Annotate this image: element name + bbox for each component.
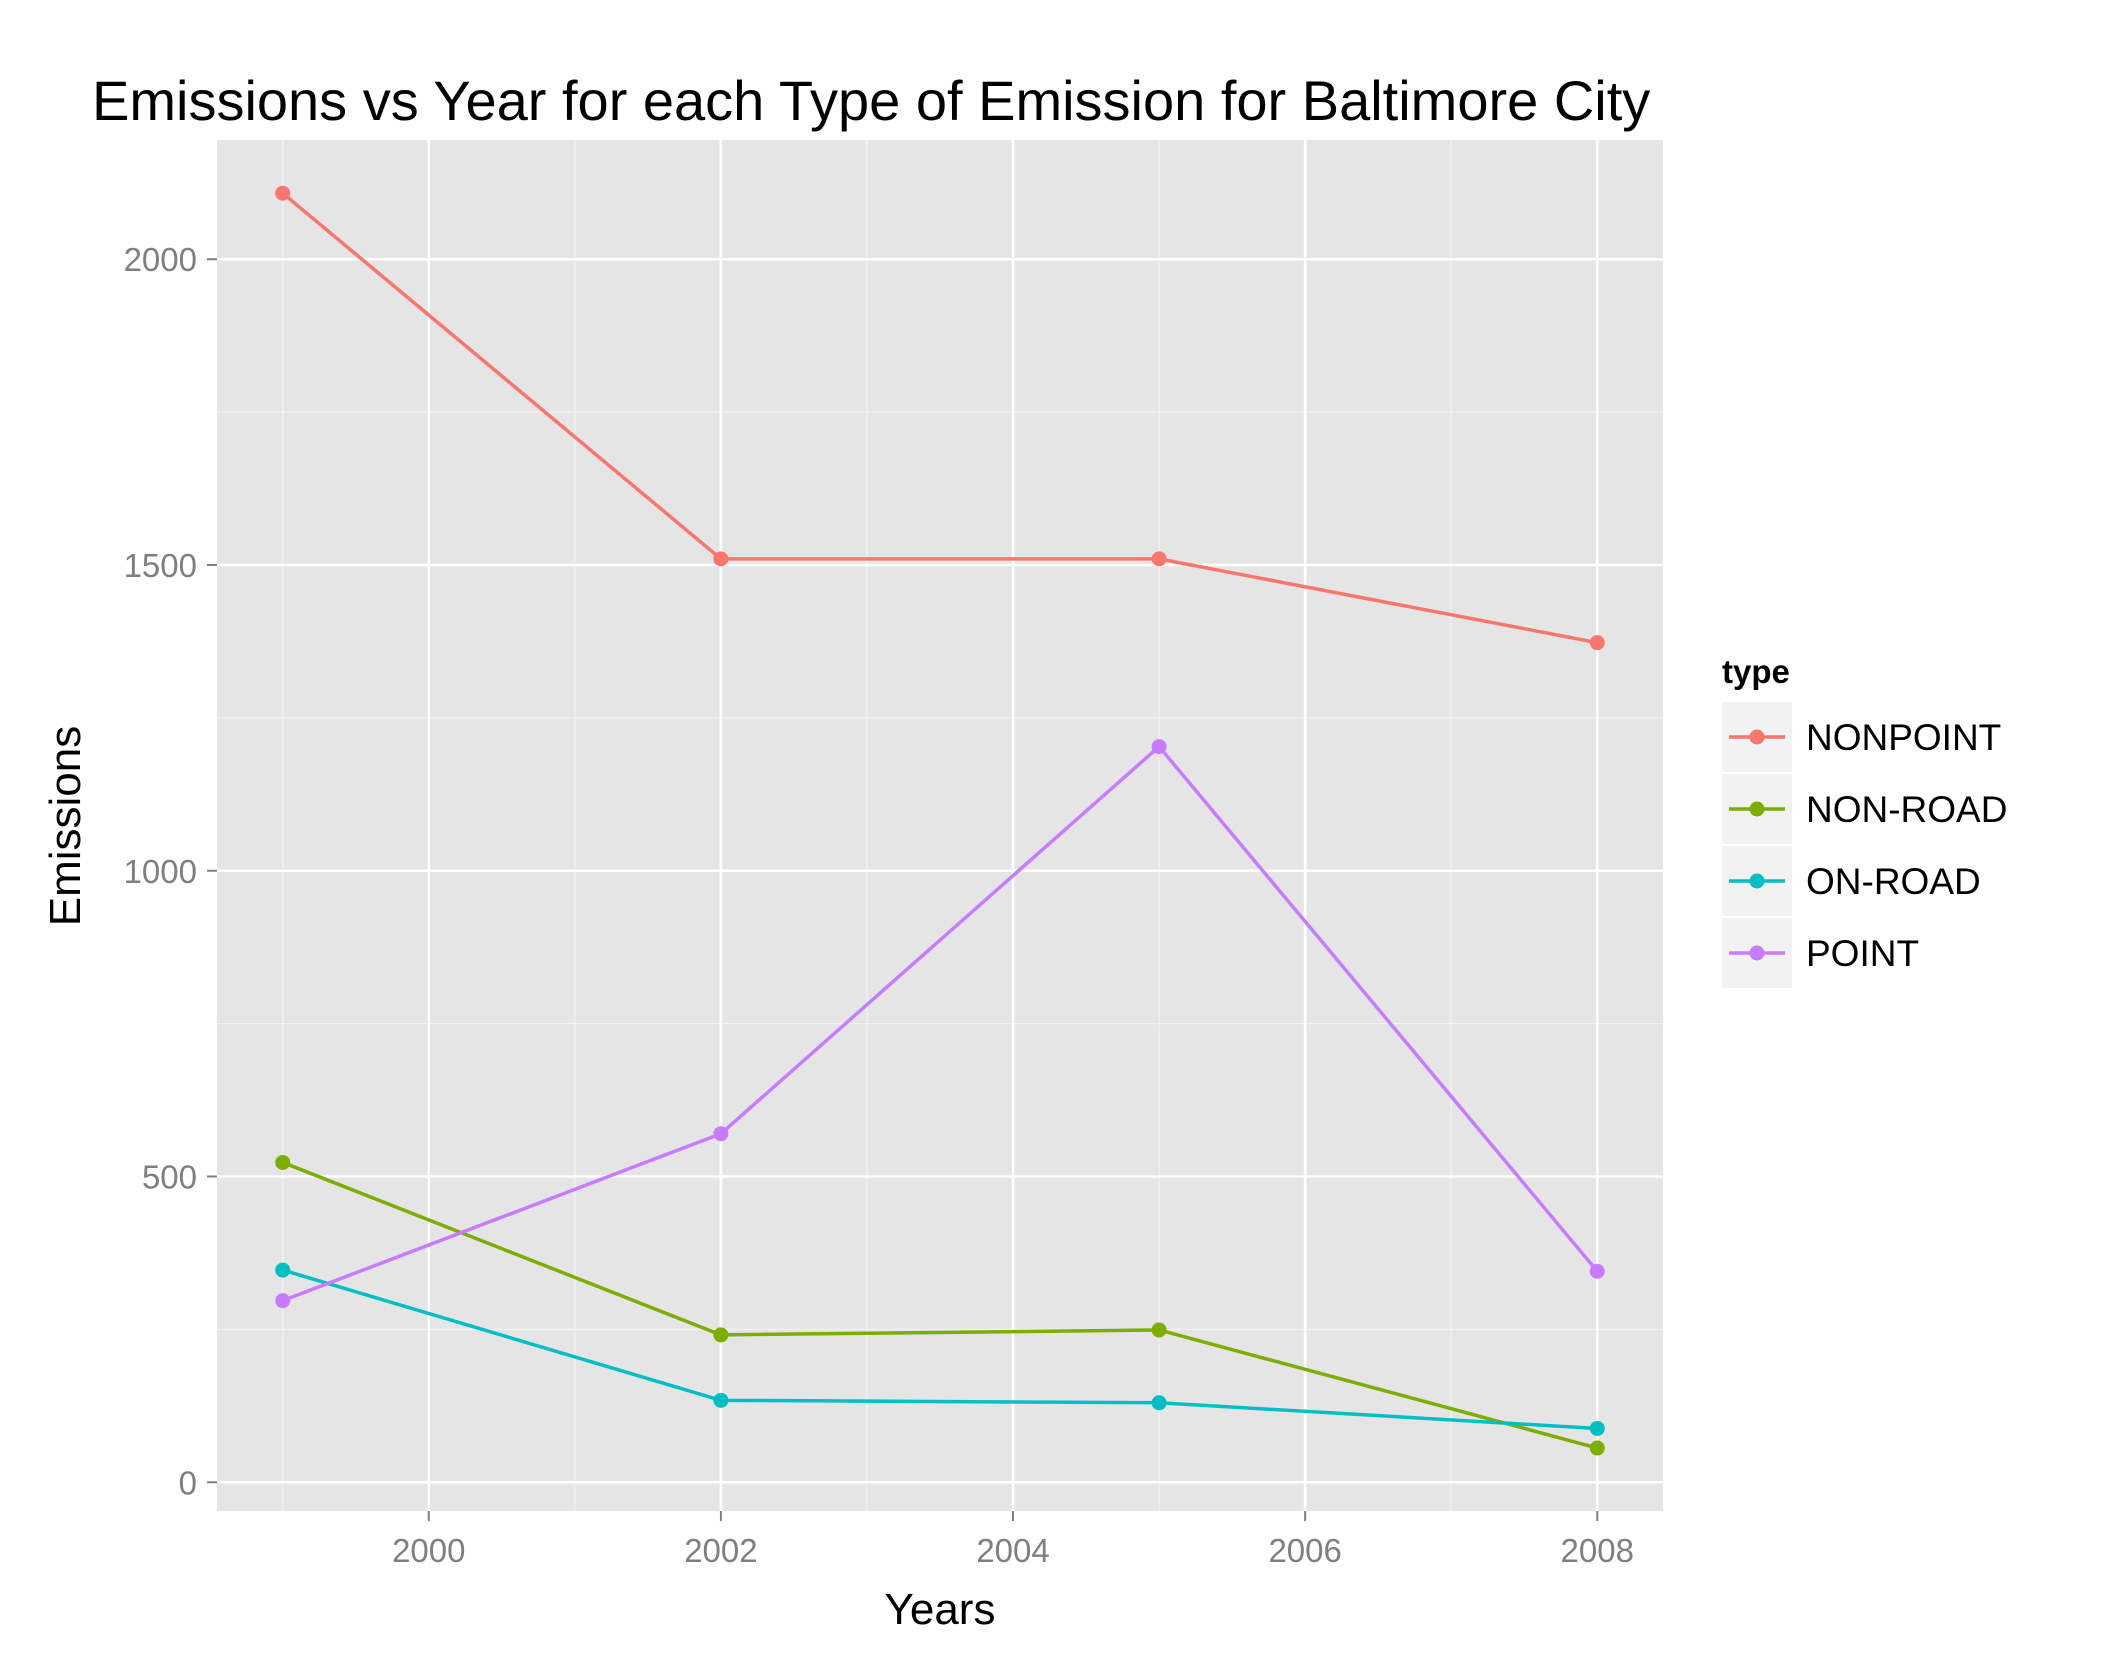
- x-axis: 2000 2002 2004 2006 2008: [392, 1511, 1634, 1569]
- x-tick-label: 2002: [684, 1532, 757, 1569]
- series-non-road: [275, 1154, 1605, 1456]
- data-point-on-road: [1151, 1395, 1167, 1411]
- x-axis-title: Years: [885, 1585, 996, 1634]
- y-tick-label: 500: [142, 1159, 197, 1196]
- x-tick-label: 2000: [392, 1532, 465, 1569]
- y-tick-label: 2000: [124, 241, 197, 278]
- series-line-nonpoint: [281, 191, 1598, 645]
- data-point-on-road: [275, 1262, 291, 1278]
- y-tick-label: 1500: [124, 547, 197, 584]
- legend: type NONPOINT NON-ROAD ON-ROAD POINT: [1722, 653, 2007, 988]
- data-point-point: [1589, 1263, 1605, 1279]
- plot-panel: [217, 140, 1663, 1511]
- legend-item-non-road: NON-ROAD: [1722, 774, 2007, 844]
- data-point-nonpoint: [1589, 635, 1605, 651]
- data-point-on-road: [713, 1392, 729, 1408]
- series-layer: [275, 185, 1605, 1456]
- data-point-non-road: [275, 1154, 291, 1170]
- series-line-on-road: [282, 1268, 1598, 1431]
- legend-item-point: POINT: [1722, 918, 1919, 988]
- chart-title: Emissions vs Year for each Type of Emiss…: [92, 69, 1650, 132]
- series-point: [275, 739, 1605, 1309]
- data-point-non-road: [713, 1327, 729, 1343]
- legend-label-non-road: NON-ROAD: [1806, 789, 2007, 830]
- data-point-point: [1151, 739, 1167, 755]
- data-point-on-road: [1589, 1420, 1605, 1436]
- legend-key-point-point: [1749, 945, 1765, 961]
- legend-items: NONPOINT NON-ROAD ON-ROAD POINT: [1722, 702, 2007, 988]
- data-point-nonpoint: [275, 185, 291, 201]
- series-on-road: [275, 1262, 1605, 1436]
- y-tick-label: 1000: [124, 853, 197, 890]
- series-nonpoint: [275, 185, 1605, 651]
- legend-label-nonpoint: NONPOINT: [1806, 717, 2001, 758]
- x-tick-label: 2008: [1561, 1532, 1634, 1569]
- y-tick-label: 0: [179, 1464, 197, 1501]
- x-tick-label: 2004: [976, 1532, 1049, 1569]
- data-point-non-road: [1589, 1440, 1605, 1456]
- legend-key-point-nonpoint: [1749, 729, 1765, 745]
- data-point-non-road: [1151, 1322, 1167, 1338]
- data-point-nonpoint: [1151, 551, 1167, 567]
- legend-key-point-non-road: [1749, 801, 1765, 817]
- legend-label-point: POINT: [1806, 933, 1919, 974]
- grid-layer: [217, 140, 1663, 1511]
- legend-key-point-on-road: [1749, 873, 1765, 889]
- legend-title: type: [1722, 653, 1790, 690]
- data-point-point: [713, 1126, 729, 1142]
- x-tick-label: 2006: [1268, 1532, 1341, 1569]
- data-point-nonpoint: [713, 551, 729, 567]
- y-axis: 0 500 1000 1500 2000: [124, 241, 217, 1501]
- series-line-non-road: [282, 1160, 1598, 1450]
- series-line-point: [282, 744, 1599, 1303]
- legend-label-on-road: ON-ROAD: [1806, 861, 1981, 902]
- y-axis-title: Emissions: [41, 726, 90, 927]
- legend-item-nonpoint: NONPOINT: [1722, 702, 2001, 772]
- data-point-point: [275, 1293, 291, 1309]
- legend-item-on-road: ON-ROAD: [1722, 846, 1981, 916]
